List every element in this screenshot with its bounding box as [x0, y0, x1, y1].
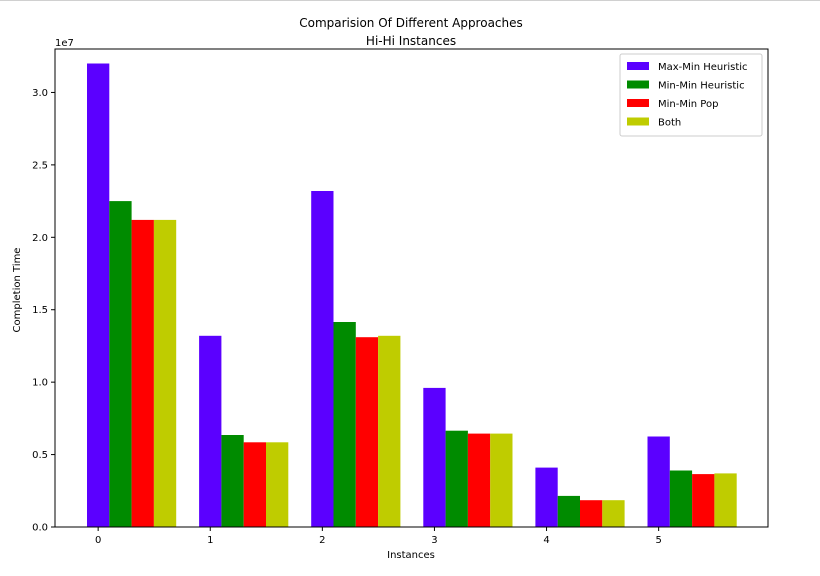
x-tick-label: 2 [319, 535, 325, 546]
window-top-border [0, 0, 820, 1]
legend-label: Min-Min Heuristic [658, 81, 745, 92]
bar-min-min-heuristic-2 [333, 322, 356, 527]
bar-max-min-heuristic-1 [199, 335, 222, 527]
y-tick-label: 1.0 [32, 378, 48, 389]
bar-min-min-pop-3 [467, 433, 491, 527]
legend: Max-Min Heuristic Min-Min Heuristic Min-Mi… [619, 53, 763, 137]
y-tick-label: 2.0 [32, 233, 48, 244]
chart-title: Comparision Of Different Approaches [299, 16, 523, 30]
bar-both-1 [266, 442, 289, 527]
x-tick-label: 1 [207, 535, 213, 546]
bar-min-min-heuristic-5 [669, 470, 693, 527]
bar-min-min-heuristic-3 [445, 430, 468, 527]
bar-max-min-heuristic-5 [647, 436, 670, 527]
bar-both-4 [602, 500, 625, 527]
y-tick-label: 0.0 [32, 523, 48, 534]
legend-box [619, 53, 763, 137]
bar-max-min-heuristic-0 [87, 63, 110, 527]
chart-subtitle: Hi-Hi Instances [366, 34, 456, 48]
y-tick-label: 3.0 [32, 88, 48, 99]
bar-both-2 [378, 335, 401, 527]
bar-both-5 [714, 473, 737, 527]
bar-min-min-heuristic-0 [109, 201, 132, 527]
legend-label: Both [658, 118, 681, 129]
plot-frame [54, 48, 769, 528]
bar-min-min-heuristic-1 [221, 435, 244, 527]
legend-label: Max-Min Heuristic [658, 62, 748, 73]
y-tick-label: 0.5 [32, 450, 48, 461]
x-axis-label: Instances [387, 550, 435, 561]
legend-swatch [627, 62, 649, 70]
bar-min-min-pop-1 [243, 442, 266, 527]
bar-min-min-pop-5 [692, 474, 715, 527]
y-offset-label: 1e7 [55, 38, 74, 49]
plot-area: 0.0 0.5 1.0 1.5 2.0 2.5 3.0 0 1 2 3 4 5 [32, 48, 769, 546]
bar-min-min-pop-4 [580, 500, 603, 527]
legend-swatch [627, 99, 649, 107]
bar-min-min-pop-2 [355, 337, 379, 527]
x-tick-label: 4 [543, 535, 549, 546]
legend-swatch [627, 117, 649, 126]
legend-label: Min-Min Pop [658, 99, 718, 110]
x-tick-label: 0 [95, 535, 101, 546]
bar-both-0 [153, 219, 177, 527]
bar-both-3 [490, 433, 513, 527]
bar-max-min-heuristic-4 [535, 467, 558, 527]
bar-min-min-heuristic-4 [557, 495, 580, 527]
x-tick-label: 5 [655, 535, 661, 546]
x-tick-label: 3 [431, 535, 437, 546]
legend-swatch [627, 80, 649, 89]
bar-max-min-heuristic-3 [423, 387, 446, 527]
y-axis-label: Completion Time [12, 248, 23, 333]
y-tick-label: 1.5 [32, 305, 48, 316]
y-tick-label: 2.5 [32, 160, 48, 171]
bar-min-min-pop-0 [131, 219, 154, 527]
bar-max-min-heuristic-2 [311, 191, 334, 527]
